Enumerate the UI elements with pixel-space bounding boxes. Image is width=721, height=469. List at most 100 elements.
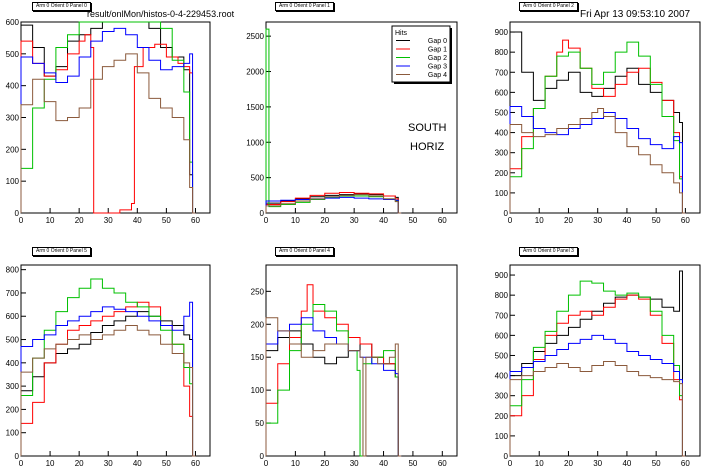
histogram-pad-4: 0 10 20 30 40 50 60 0 50 100 150 200 250 [251,264,458,468]
x-tick-label: 0 [508,459,513,468]
x-tick-label: 10 [535,216,544,225]
x-tick-label: 40 [133,459,142,468]
x-tick-label: 0 [264,459,269,468]
plot-frame [265,264,458,457]
series-line-gap-4 [509,107,686,214]
x-tick-label: 0 [264,216,269,225]
x-tick-label: 20 [320,459,329,468]
pad-title: Arm 0 Orient 0 Panel 4 [275,247,334,256]
y-tick-label: 600 [495,331,509,340]
y-tick-label: 800 [495,291,509,300]
series-line-gap-4 [20,53,196,214]
series-line-gap-4 [20,325,196,457]
y-tick-label: 400 [6,82,20,91]
legend-box [391,25,451,83]
series-line-gap-0 [509,270,686,457]
file-name-label: result/onlMon/histos-0-4-229453.root [87,9,235,19]
x-tick-label: 50 [162,459,171,468]
y-tick-label: 100 [6,177,20,186]
series-line-gap-3 [265,317,402,457]
x-tick-label: 40 [622,216,631,225]
plot-frame [509,264,701,457]
histogram-pad-2: 0 10 20 30 40 50 60010020030040050060070080090… [495,21,701,225]
series-line-gap-2 [20,278,196,457]
x-tick-label: 20 [75,459,84,468]
x-tick-label: 0 [19,216,24,225]
y-tick-label: 0 [15,209,20,218]
y-tick-label: 600 [495,88,509,97]
y-tick-label: 300 [495,149,509,158]
series-line-gap-3 [509,105,686,214]
y-tick-label: 300 [495,392,509,401]
x-tick-label: 30 [104,216,113,225]
y-tick-label: 500 [495,351,509,360]
histogram-pad-1: 0 10 20 30 40 50 60 0 500 1000 1500 2000 2500 [246,21,458,225]
series-line-gap-1 [265,191,402,214]
orientation-label: HORIZ [410,141,445,153]
y-tick-label: 0 [260,209,265,218]
x-tick-label: 40 [379,216,388,225]
datetime-label: Fri Apr 13 09:53:10 2007 [580,9,691,20]
y-tick-label: 100 [251,386,265,395]
y-tick-label: 200 [6,145,20,154]
series-line-gap-0 [20,21,196,214]
legend-entry: Gap 1 [428,47,447,54]
y-tick-label: 300 [6,114,20,123]
x-tick-label: 30 [350,459,359,468]
y-tick-label: 200 [495,169,509,178]
x-tick-label: 0 [508,216,513,225]
y-tick-label: 500 [495,108,509,117]
y-tick-label: 0 [504,209,509,218]
y-tick-label: 400 [6,359,20,368]
legend-title: Hits [395,30,408,37]
plot-frame [20,264,211,457]
y-tick-label: 0 [260,452,265,461]
series-line-gap-4 [265,317,402,457]
x-tick-label: 10 [291,216,300,225]
series-line-gap-2 [509,41,686,214]
series-line-gap-2 [20,21,196,214]
y-tick-label: 500 [251,174,265,183]
legend-entry: Gap 0 [428,38,447,45]
y-tick-label: 400 [495,129,509,138]
series-line-gap-0 [509,31,686,214]
y-tick-label: 1000 [246,138,264,147]
y-tick-label: 50 [255,419,264,428]
y-tick-label: 800 [495,48,509,57]
series-line-gap-3 [20,301,196,457]
series-line-gap-2 [265,28,402,214]
series-line-gap-3 [265,196,402,214]
x-tick-label: 20 [320,216,329,225]
series-line-gap-1 [20,34,196,214]
y-tick-label: 800 [6,266,20,275]
series-line-gap-0 [20,311,196,457]
x-tick-label: 10 [535,459,544,468]
series-line-gap-1 [509,39,686,214]
x-tick-label: 20 [75,216,84,225]
x-tick-label: 50 [408,459,417,468]
x-tick-label: 40 [622,459,631,468]
pad-title: Arm 0 Orient 0 Panel 5 [32,247,91,256]
x-tick-label: 60 [681,459,690,468]
y-tick-label: 150 [251,353,265,362]
series-line-gap-3 [20,27,196,214]
x-tick-label: 50 [652,216,661,225]
y-tick-label: 100 [6,429,20,438]
series-line-gap-4 [265,194,402,214]
pad-title: Arm 0 Orient 0 Panel 1 [275,2,334,11]
y-tick-label: 1500 [246,103,264,112]
x-tick-label: 60 [438,216,447,225]
series-line-gap-4 [509,361,686,457]
x-tick-label: 60 [681,216,690,225]
plot-frame [509,21,701,214]
x-tick-label: 30 [350,216,359,225]
y-tick-label: 0 [504,452,509,461]
x-tick-label: 20 [564,459,573,468]
x-tick-label: 50 [408,216,417,225]
y-tick-label: 200 [495,412,509,421]
y-tick-label: 100 [495,189,509,198]
x-tick-label: 50 [652,459,661,468]
